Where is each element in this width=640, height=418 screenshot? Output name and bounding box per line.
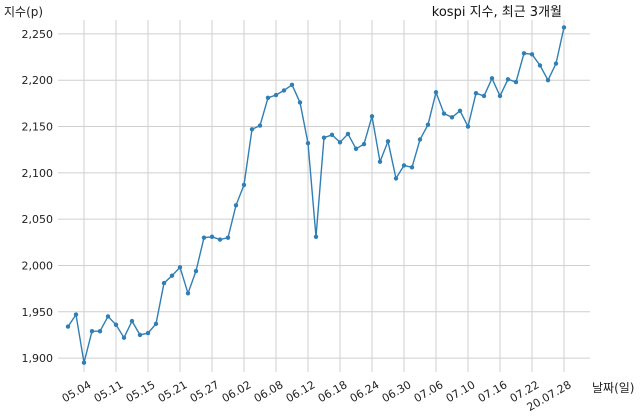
y-tick-label: 1,900 bbox=[22, 352, 54, 365]
data-point bbox=[425, 122, 431, 127]
data-point bbox=[233, 203, 239, 208]
data-point bbox=[145, 330, 151, 336]
data-point bbox=[161, 280, 167, 286]
data-point bbox=[153, 321, 159, 327]
data-point bbox=[377, 159, 383, 164]
data-point bbox=[281, 88, 287, 93]
data-point bbox=[97, 329, 103, 334]
data-point bbox=[105, 314, 111, 319]
data-point bbox=[249, 127, 255, 132]
data-point bbox=[137, 332, 143, 338]
series-line bbox=[67, 27, 565, 363]
data-point bbox=[537, 63, 543, 68]
y-tick-label: 2,200 bbox=[22, 74, 54, 87]
x-tick-label: 05.21 bbox=[156, 378, 190, 405]
data-point bbox=[513, 79, 519, 85]
x-tick-label: 05.27 bbox=[188, 378, 222, 405]
data-point bbox=[481, 93, 487, 99]
x-tick-label: 05.11 bbox=[92, 378, 126, 405]
x-tick-label: 06.08 bbox=[252, 378, 286, 405]
x-tick-label: 07.10 bbox=[444, 378, 478, 405]
grid bbox=[58, 20, 590, 372]
y-tick-label: 2,150 bbox=[22, 121, 54, 134]
data-point bbox=[457, 108, 463, 113]
data-point bbox=[225, 235, 231, 240]
data-point bbox=[177, 265, 183, 270]
data-point bbox=[273, 92, 279, 98]
data-point bbox=[401, 163, 407, 168]
data-point bbox=[385, 139, 391, 144]
data-point bbox=[193, 268, 199, 274]
data-point bbox=[409, 165, 415, 170]
x-tick-label: 07.16 bbox=[476, 378, 510, 405]
data-point bbox=[361, 141, 367, 147]
data-point bbox=[489, 76, 495, 81]
data-point bbox=[441, 111, 447, 116]
y-tick-label: 2,100 bbox=[22, 167, 54, 180]
x-tick-label: 07.06 bbox=[412, 378, 446, 405]
data-point bbox=[449, 115, 455, 120]
data-point bbox=[257, 123, 263, 128]
data-point bbox=[553, 61, 559, 66]
data-point bbox=[337, 140, 343, 145]
y-tick-label: 2,050 bbox=[22, 213, 54, 226]
data-point bbox=[329, 132, 335, 138]
data-point bbox=[65, 324, 71, 329]
data-point bbox=[345, 131, 351, 137]
data-point bbox=[545, 78, 551, 83]
data-point bbox=[313, 234, 319, 239]
x-tick-label: 06.02 bbox=[220, 378, 254, 405]
y-axis-title: 지수(p) bbox=[4, 5, 43, 19]
data-point bbox=[369, 114, 375, 119]
data-point bbox=[529, 52, 535, 57]
data-point bbox=[201, 235, 207, 240]
data-point bbox=[185, 291, 191, 296]
data-point bbox=[217, 237, 223, 242]
series-layer bbox=[67, 27, 565, 363]
data-point bbox=[505, 77, 511, 82]
points-layer bbox=[65, 25, 567, 365]
x-tick-label: 05.04 bbox=[60, 378, 94, 405]
data-point bbox=[465, 124, 471, 129]
y-tick-label: 2,000 bbox=[22, 259, 54, 272]
data-point bbox=[521, 51, 527, 56]
x-tick-label: 06.18 bbox=[316, 378, 350, 405]
data-point bbox=[561, 25, 567, 30]
data-point bbox=[321, 135, 327, 140]
data-point bbox=[473, 90, 479, 96]
data-point bbox=[417, 137, 423, 142]
x-axis-ticks: 05.0405.1105.1505.2105.2706.0206.0806.12… bbox=[60, 378, 574, 414]
data-point bbox=[81, 360, 87, 365]
x-tick-label: 06.24 bbox=[348, 378, 382, 405]
data-point bbox=[265, 95, 271, 101]
x-axis-title: 날짜(일) bbox=[592, 381, 634, 395]
data-point bbox=[393, 176, 399, 181]
data-point bbox=[305, 141, 311, 146]
y-tick-label: 2,250 bbox=[22, 28, 54, 41]
data-point bbox=[497, 93, 503, 99]
x-tick-label: 06.12 bbox=[284, 378, 318, 405]
data-point bbox=[121, 335, 127, 340]
chart-title: kospi 지수, 최근 3개월 bbox=[432, 5, 562, 20]
data-point bbox=[209, 234, 215, 239]
y-axis-ticks: 1,900 1,950 2,000 2,050 2,100 2,150 2,200 2,250 bbox=[22, 28, 54, 365]
data-point bbox=[113, 322, 119, 327]
data-point bbox=[297, 100, 303, 105]
data-point bbox=[129, 318, 135, 324]
data-point bbox=[89, 329, 95, 334]
y-tick-label: 1,950 bbox=[22, 306, 54, 319]
data-point bbox=[289, 82, 295, 88]
data-point bbox=[73, 312, 79, 317]
x-tick-label: 06.30 bbox=[380, 378, 414, 405]
data-point bbox=[169, 273, 175, 278]
data-point bbox=[433, 90, 439, 95]
data-point bbox=[353, 146, 359, 151]
x-tick-label: 05.15 bbox=[124, 378, 158, 405]
data-point bbox=[241, 182, 247, 188]
